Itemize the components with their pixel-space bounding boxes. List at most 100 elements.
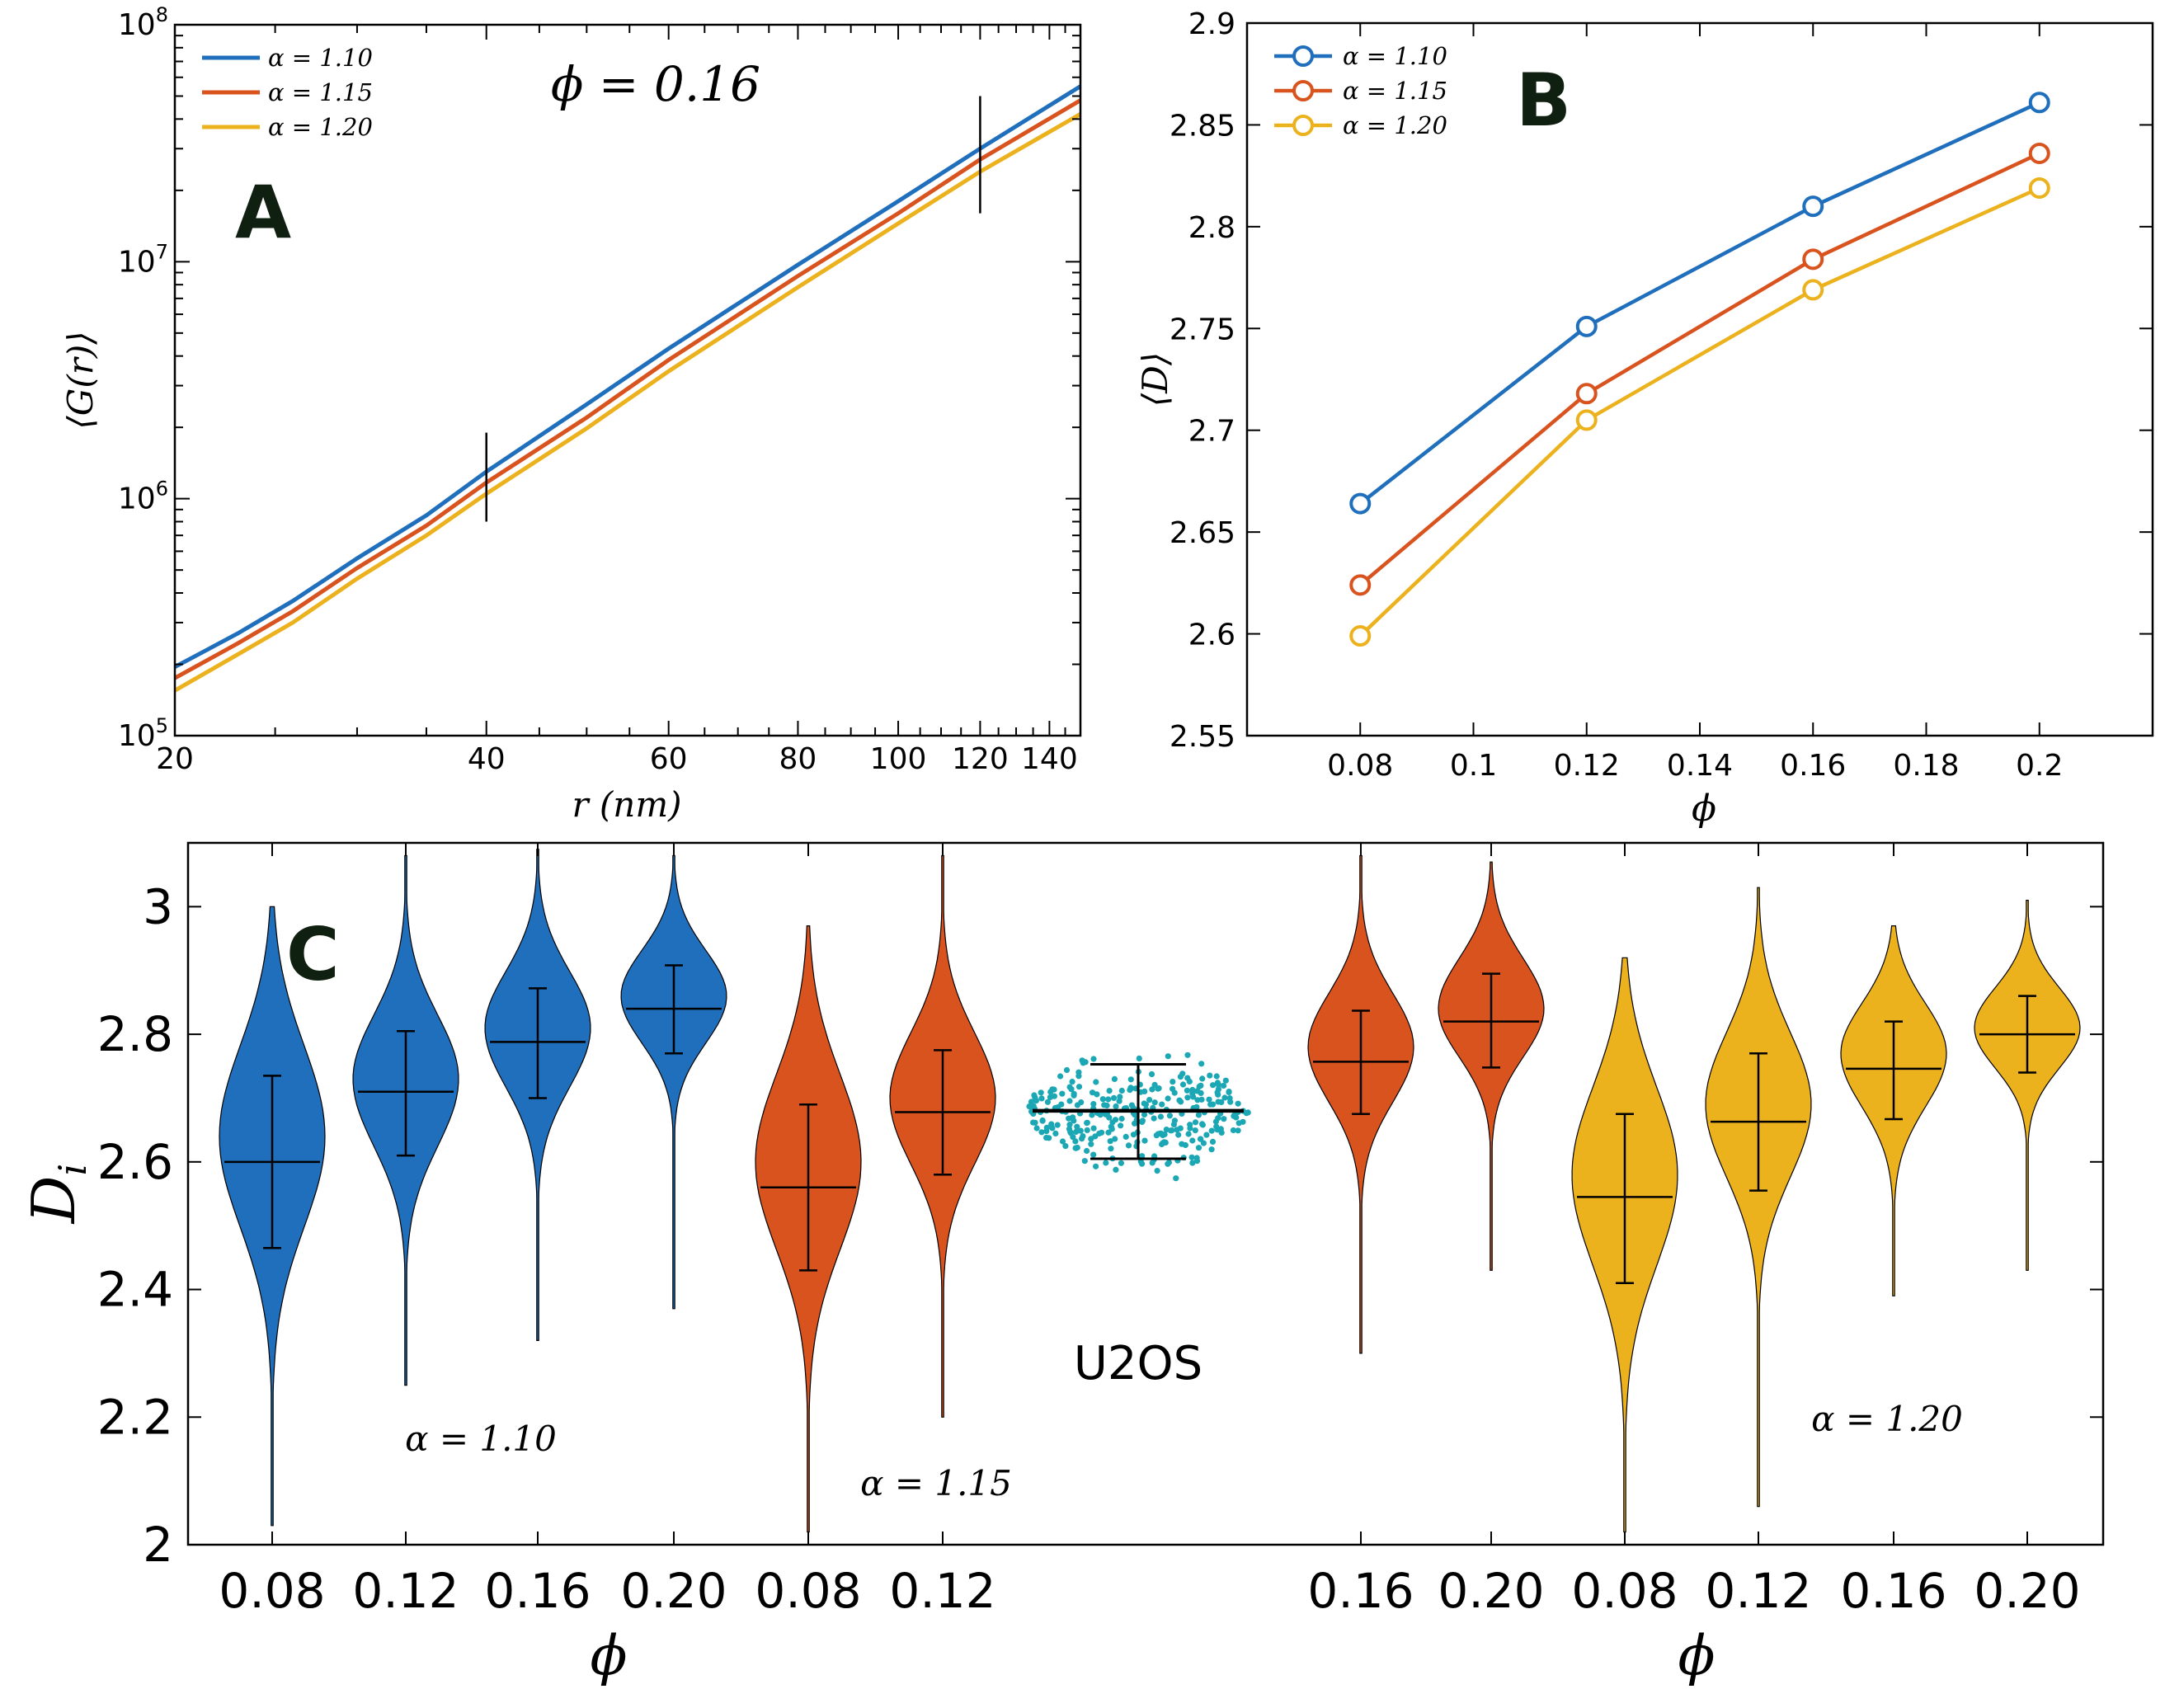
u2os-dot [1090,1101,1097,1108]
u2os-dot [1071,1092,1077,1099]
u2os-dot [1116,1098,1123,1104]
panel-c-x-tick-label-3: 0.20 [620,1563,727,1619]
panel-b-y-tick-label-5: 2.8 [1188,211,1235,245]
panel-b-y-tick-label-7: 2.9 [1188,7,1235,41]
panel-c-x-tick-label-9: 0.12 [1705,1563,1811,1619]
panel-a-y-tick-label-exp: 5 [156,714,168,737]
u2os-dot [1163,1127,1170,1133]
u2os-dot [1170,1085,1176,1092]
u2os-dot [1038,1129,1045,1136]
u2os-dot [1113,1166,1119,1173]
violin-11 [1974,900,2081,1271]
u2os-dot [1141,1111,1148,1118]
panel-c-y-tick-label-1: 2.2 [97,1389,173,1445]
u2os-dot [1137,1158,1144,1165]
u2os-dot [1139,1118,1146,1125]
group-label-alpha-1-10: α = 1.10 [405,1419,557,1459]
u2os-dot [1215,1091,1221,1098]
panel-b-point-2-3 [2028,176,2050,199]
panel-b-y-tick-label-6: 2.85 [1170,109,1235,143]
u2os-dot [1039,1117,1046,1124]
u2os-dot [1173,1175,1179,1182]
panel-b-point-2-2 [1802,279,1824,301]
panel-b-y-tick-label-4: 2.75 [1170,313,1235,346]
u2os-dot [1212,1118,1219,1125]
u2os-dot [1192,1127,1198,1134]
u2os-dot [1222,1077,1229,1084]
u2os-dot [1125,1142,1132,1149]
u2os-dot [1118,1115,1125,1122]
u2os-dot [1165,1159,1172,1166]
panel-c-y-axis-label-main: D [19,1175,88,1225]
u2os-dot [1233,1114,1240,1121]
u2os-dot [1207,1072,1213,1079]
panel-c-y-tick-label-5: 3 [143,878,173,934]
panel-c-x-tick-label-6: 0.16 [1307,1563,1414,1619]
u2os-dot [1209,1101,1217,1108]
u2os-dot [1084,1119,1090,1126]
panel-b-x-tick-label-4: 0.16 [1780,749,1846,783]
panel-a-y-axis-label: ⟨G(r)⟩ [60,331,101,429]
u2os-dot [1108,1146,1114,1152]
u2os-dot [1052,1130,1059,1136]
panel-a-x-tick-label-1: 40 [468,742,506,776]
panel-a-y-tick-label-base: 10 [118,719,156,753]
u2os-dot [1198,1061,1205,1067]
violin-3 [620,854,727,1310]
u2os-dot [1084,1127,1090,1133]
u2os-dot [1155,1085,1162,1092]
panel-b-x-tick-label-3: 0.14 [1667,749,1733,783]
u2os-dot [1200,1140,1207,1146]
group-label-alpha-1-15: α = 1.15 [860,1463,1012,1503]
u2os-dot [1221,1094,1228,1101]
u2os-dot [1047,1089,1054,1095]
panel-a-y-tick-label-3: 108 [118,3,168,42]
u2os-dot [1196,1083,1203,1090]
panel-c-y-axis-label-sub: i [50,1164,95,1176]
u2os-dot [1192,1119,1199,1126]
u2os-dot [1033,1098,1039,1104]
u2os-dot [1182,1141,1188,1149]
panel-a-legend: α = 1.10 α = 1.15 α = 1.20 [202,44,373,141]
u2os-dot [1101,1102,1108,1108]
panel-c-u2os [1026,1052,1251,1182]
u2os-dot [1038,1089,1044,1096]
panel-a-x-tick-label-3: 80 [779,742,817,776]
u2os-dot [1165,1095,1171,1102]
u2os-dot [1072,1138,1079,1145]
panel-b: 0.08 0.1 0.12 0.14 0.16 0.18 0.2 2.55 2.6 2.65 2.7… [1135,7,2154,830]
u2os-dot [1235,1100,1241,1107]
panel-b-letter: B [1516,58,1571,143]
u2os-dot [1070,1134,1076,1141]
u2os-dot [1110,1094,1118,1101]
panel-b-legend-marker-2 [1292,115,1314,136]
panel-b-point-1-1 [1575,383,1598,405]
u2os-dot [1090,1125,1097,1132]
u2os-dot [1068,1086,1075,1093]
u2os-dot [1245,1109,1251,1116]
panel-b-point-1-2 [1802,248,1824,271]
u2os-dot [1043,1134,1050,1141]
u2os-dot [1033,1125,1040,1132]
panel-b-point-0-2 [1802,195,1824,218]
panel-b-legend-label-2: α = 1.20 [1343,111,1447,139]
panel-c-x-tick-label-2: 0.16 [484,1563,591,1619]
panel-a-y-tick-label-base: 10 [118,8,156,42]
panel-b-point-1-3 [2028,142,2050,164]
panel-b-point-2-1 [1575,409,1598,431]
panel-c-x-tick-label-0: 0.08 [219,1563,325,1619]
u2os-dot [1117,1094,1123,1100]
u2os-dot [1193,1103,1200,1110]
panel-c-x-tick-label-1: 0.12 [352,1563,459,1619]
panel-a-legend-label-0: α = 1.10 [268,44,373,72]
u2os-dot [1215,1086,1221,1093]
panel-c-y-tick-label-4: 2.8 [97,1006,173,1062]
u2os-dot [1184,1087,1190,1094]
panel-c-x-tick-label-4: 0.08 [755,1563,861,1619]
panel-a-y-tick-label-base: 10 [118,245,156,279]
u2os-dot [1108,1126,1115,1132]
panel-a-y-tick-label-2: 107 [118,240,168,279]
u2os-dot [1080,1133,1086,1140]
panel-c-ticks: 2 2.2 2.4 2.6 2.8 3 0.08 0.12 0.16 0.20 0.08 0.12 0.… [97,843,2103,1619]
